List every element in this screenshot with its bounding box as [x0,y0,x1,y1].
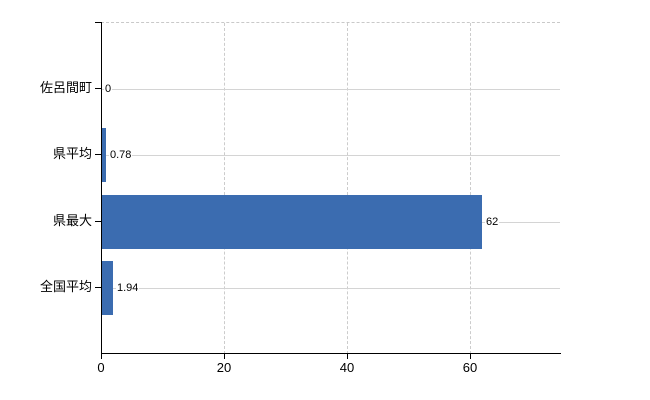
x-tick-label: 0 [97,360,105,375]
vertical-gridline [470,23,471,354]
vertical-gridline [224,23,225,354]
category-label: 全国平均 [39,279,92,294]
y-axis-tick [95,221,101,222]
plot-area: 0 0.78 62 1.94 [101,22,560,354]
y-axis-tick [95,287,101,288]
category-gridline [101,288,560,289]
bar-value-label: 62 [485,215,500,229]
y-axis-line [101,22,102,358]
category-gridline [101,89,560,90]
x-tick-label: 40 [339,360,355,375]
x-axis-line [101,353,561,354]
x-tick-label: 60 [462,360,478,375]
vertical-gridline [347,23,348,354]
x-tick-label: 20 [216,360,232,375]
category-label: 県平均 [52,146,92,161]
x-axis-tick [470,353,471,359]
bar-value-label: 0.78 [109,148,133,162]
y-axis-top-tick [95,22,101,23]
data-bar [101,195,482,249]
category-gridline [101,155,560,156]
category-label: 県最大 [52,213,92,228]
y-axis-tick [95,154,101,155]
bar-value-label: 1.94 [116,281,140,295]
y-axis-tick [95,88,101,89]
data-bar [101,261,113,315]
category-label: 佐呂間町 [39,80,92,95]
x-axis-tick [101,353,102,359]
x-axis-tick [347,353,348,359]
x-axis-tick [224,353,225,359]
bar-value-label: 0 [104,82,113,96]
data-bar [101,128,106,182]
